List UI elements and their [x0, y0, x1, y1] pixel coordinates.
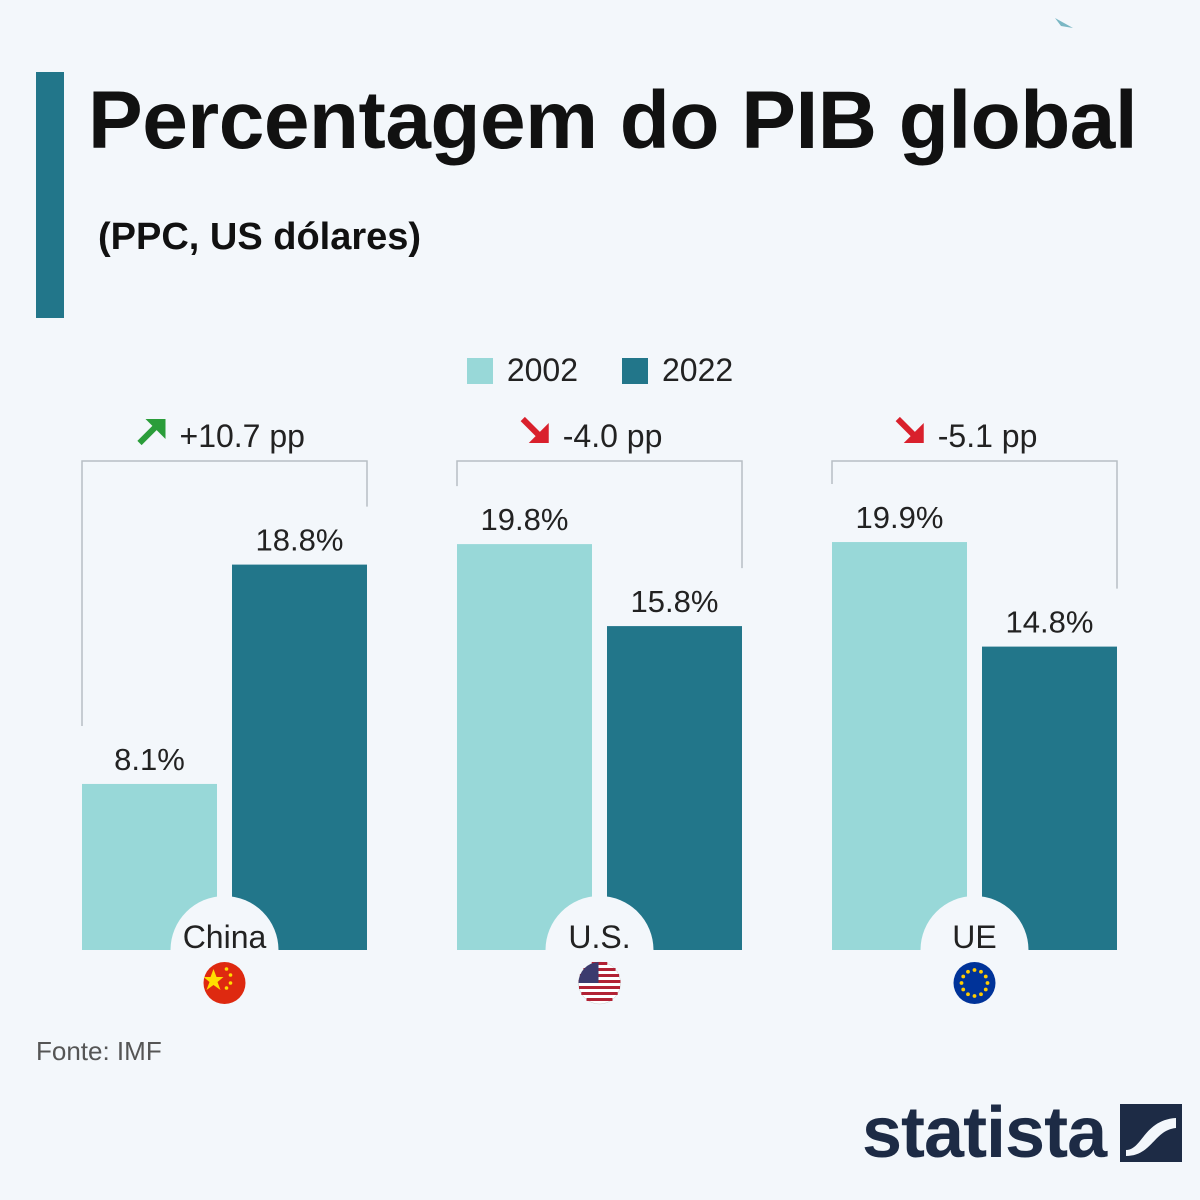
- change-bracket-china: [81, 460, 368, 726]
- us-flag-stripe: [578, 980, 621, 983]
- eu-flag-star: [983, 987, 988, 992]
- category-label-us: U.S.: [568, 919, 630, 955]
- china-flag-small-star: [224, 967, 229, 971]
- eu-flag-star: [966, 969, 970, 974]
- us-flag-canton: [578, 962, 599, 983]
- trend-down-arrowhead-icon: [903, 423, 924, 443]
- eu-flag-star: [961, 974, 966, 979]
- change-label-ue: -5.1 pp: [938, 418, 1038, 454]
- category-label-china: China: [183, 919, 267, 955]
- statista-logo: statista: [862, 1092, 1183, 1174]
- legend-label-2002: 2002: [506, 352, 578, 388]
- change-label-us: -4.0 pp: [563, 418, 663, 454]
- eu-flag-star: [966, 992, 970, 997]
- data-label-china-2022: 18.8%: [256, 523, 344, 558]
- data-label-ue-2022: 14.8%: [1006, 605, 1094, 640]
- china-flag-small-star: [228, 973, 233, 977]
- page-subtitle: (PPC, US dólares): [98, 216, 422, 258]
- legend-item-2022: 2022: [622, 352, 733, 389]
- brand-name: statista: [862, 1093, 1107, 1173]
- category-label-ue: UE: [952, 919, 996, 955]
- corner-triangle-icon: [1055, 18, 1073, 28]
- bar-ue-2022: [982, 646, 1117, 950]
- trend-up-arrowhead-icon: [145, 419, 166, 439]
- bar-us-2002: [457, 544, 592, 950]
- change-label-china: +10.7 pp: [180, 418, 305, 454]
- legend: 2002 2022: [0, 352, 1200, 389]
- change-bracket-us: [456, 460, 743, 569]
- china-flag-small-star: [228, 981, 233, 985]
- data-label-china-2002: 8.1%: [114, 742, 185, 777]
- china-flag-small-star: [224, 986, 229, 990]
- bar-ue-2002: [832, 542, 967, 950]
- bar-chart: 8.1% 18.8% +10.7 pp China 19.8% 15.8% -4.0 pp U…: [81, 416, 1118, 1005]
- eu-flag-star: [983, 974, 988, 979]
- eu-flag-star: [972, 968, 977, 972]
- eu-flag-star: [979, 992, 983, 997]
- data-label-us-2022: 15.8%: [631, 584, 719, 619]
- bar-us-2022: [607, 626, 742, 950]
- eu-flag-star: [959, 981, 964, 985]
- us-flag-stripe: [578, 986, 621, 989]
- category-label-bubble-china: [170, 896, 279, 950]
- us-flag-stripe: [581, 992, 618, 995]
- bar-china-2022: [232, 564, 367, 950]
- eu-flag-star: [985, 981, 990, 985]
- eu-flag-star: [972, 994, 977, 998]
- data-label-ue-2002: 19.9%: [856, 500, 944, 535]
- us-flag-stripe: [579, 974, 620, 977]
- china-flag-star: [203, 969, 224, 990]
- trend-down-arrowhead-icon: [528, 423, 549, 443]
- accent-bar: [36, 72, 64, 318]
- category-label-bubble-us: [545, 896, 654, 950]
- legend-swatch-2002: [466, 357, 493, 384]
- eu-flag-star: [961, 987, 966, 992]
- statista-logo-icon: [1120, 1104, 1183, 1162]
- category-label-bubble-ue: [920, 896, 1029, 950]
- legend-swatch-2022: [622, 357, 648, 384]
- legend-label-2022: 2022: [662, 352, 734, 388]
- change-bracket-ue: [831, 460, 1118, 589]
- us-flag-stripe: [591, 962, 608, 965]
- data-label-us-2002: 19.8%: [481, 502, 569, 537]
- source-note: Fonte: IMF: [36, 1036, 162, 1066]
- us-flag-stripe: [583, 968, 616, 971]
- legend-item-2002: 2002: [466, 352, 578, 389]
- page-title: Percentagem do PIB global: [88, 75, 1138, 166]
- us-flag-stripe: [586, 998, 613, 1001]
- eu-flag-icon: [953, 962, 996, 1004]
- eu-flag-star: [979, 969, 983, 974]
